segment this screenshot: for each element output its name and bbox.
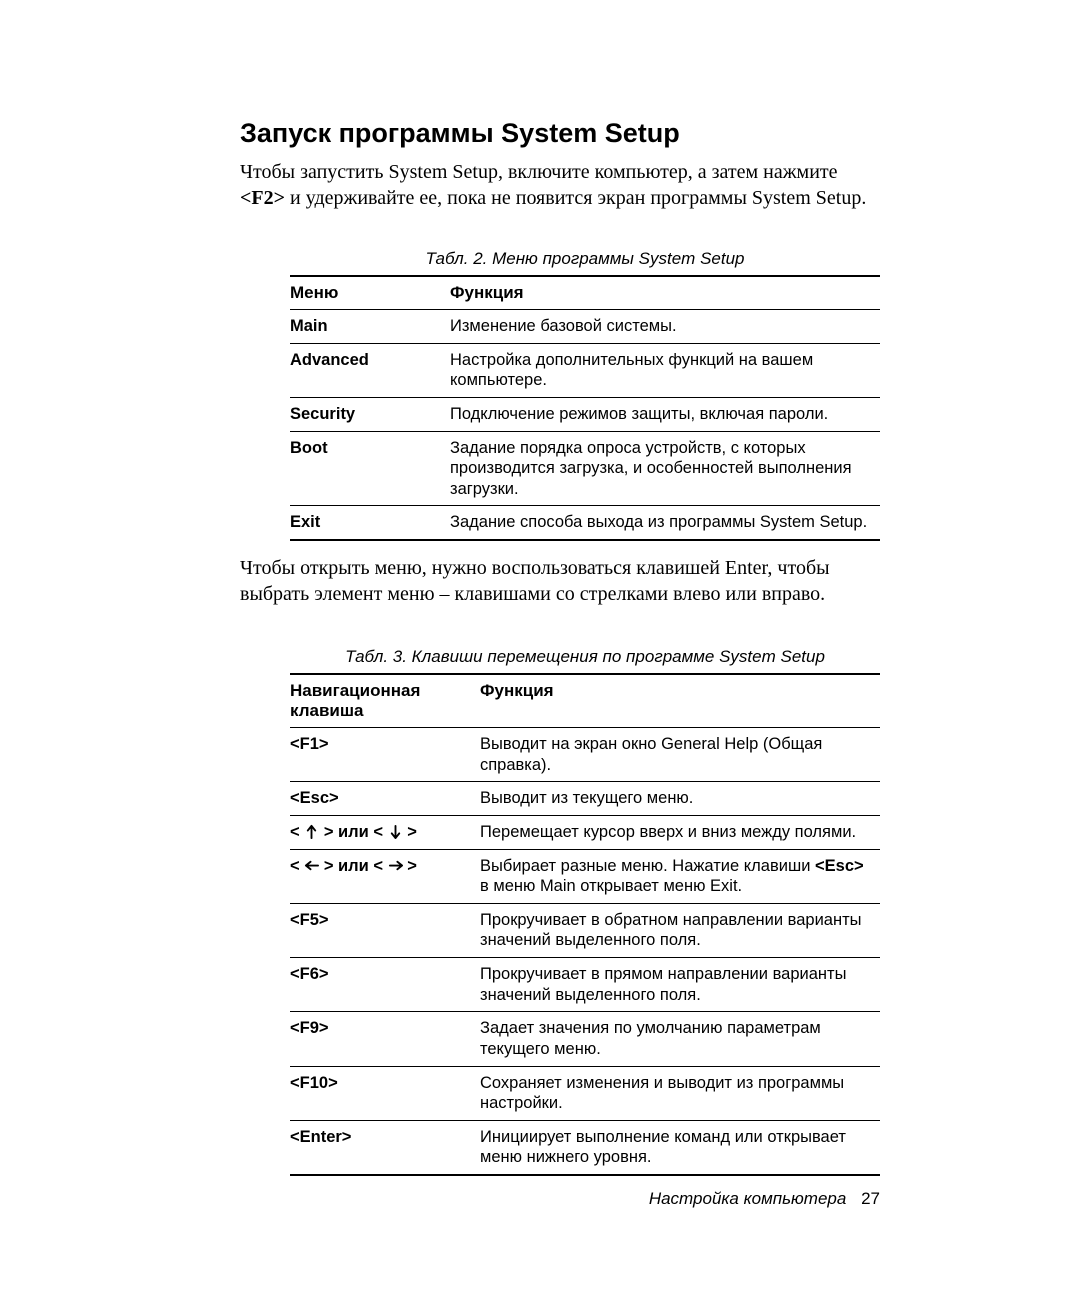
table-row: < > или < >Перемещает курсор вверх и вни…: [290, 815, 880, 849]
table1-block: Табл. 2. Меню программы System Setup Мен…: [290, 249, 880, 541]
f2-key: <F2>: [240, 187, 285, 209]
menu-function: Задание порядка опроса устройств, с кото…: [450, 431, 880, 506]
menu-name: Exit: [290, 506, 450, 540]
table1-caption: Табл. 2. Меню программы System Setup: [290, 249, 880, 269]
table1-header-menu: Меню: [290, 276, 450, 310]
table2-header-func: Функция: [480, 674, 880, 728]
nav-key: <Esc>: [290, 782, 480, 816]
menu-name: Security: [290, 397, 450, 431]
table2: Навигационная клавиша Функция <F1>Выводи…: [290, 673, 880, 1176]
table2-header-row: Навигационная клавиша Функция: [290, 674, 880, 728]
nav-function: Задает значения по умолчанию параметрам …: [480, 1012, 880, 1066]
intro-text-post: и удерживайте ее, пока не появится экран…: [285, 187, 866, 209]
nav-key: < > или < >: [290, 815, 480, 849]
nav-key: <F5>: [290, 903, 480, 957]
table-row: <F10>Сохраняет изменения и выводит из пр…: [290, 1066, 880, 1120]
nav-function: Перемещает курсор вверх и вниз между пол…: [480, 815, 880, 849]
table-row: <F9>Задает значения по умолчанию парамет…: [290, 1012, 880, 1066]
nav-key: <F6>: [290, 958, 480, 1012]
nav-key: <F1>: [290, 728, 480, 782]
table-row: AdvancedНастройка дополнительных функций…: [290, 343, 880, 397]
page-footer: Настройка компьютера 27: [649, 1189, 880, 1209]
menu-function: Изменение базовой системы.: [450, 310, 880, 344]
nav-function: Сохраняет изменения и выводит из програм…: [480, 1066, 880, 1120]
footer-page-number: 27: [861, 1189, 880, 1208]
nav-function: Прокручивает в обратном направлении вари…: [480, 903, 880, 957]
table-row: <F5>Прокручивает в обратном направлении …: [290, 903, 880, 957]
nav-function: Прокручивает в прямом направлении вариан…: [480, 958, 880, 1012]
table-row: BootЗадание порядка опроса устройств, с …: [290, 431, 880, 506]
table-row: <F6>Прокручивает в прямом направлении ва…: [290, 958, 880, 1012]
nav-key: <Enter>: [290, 1120, 480, 1175]
table2-caption: Табл. 3. Клавиши перемещения по программ…: [290, 647, 880, 667]
mid-paragraph: Чтобы открыть меню, нужно воспользоватьс…: [240, 555, 880, 607]
table-row: SecurityПодключение режимов защиты, вклю…: [290, 397, 880, 431]
table1-header-row: Меню Функция: [290, 276, 880, 310]
menu-function: Задание способа выхода из программы Syst…: [450, 506, 880, 540]
section-heading: Запуск программы System Setup: [240, 118, 880, 149]
menu-function: Настройка дополнительных функций на ваше…: [450, 343, 880, 397]
menu-name: Boot: [290, 431, 450, 506]
menu-function: Подключение режимов защиты, включая паро…: [450, 397, 880, 431]
table1-header-func: Функция: [450, 276, 880, 310]
table-row: <F1>Выводит на экран окно General Help (…: [290, 728, 880, 782]
footer-label: Настройка компьютера: [649, 1189, 847, 1208]
nav-function: Выбирает разные меню. Нажатие клавиши <E…: [480, 849, 880, 903]
nav-function: Выводит из текущего меню.: [480, 782, 880, 816]
menu-name: Main: [290, 310, 450, 344]
nav-key: <F10>: [290, 1066, 480, 1120]
nav-key: < > или < >: [290, 849, 480, 903]
table1: Меню Функция MainИзменение базовой систе…: [290, 275, 880, 541]
table-row: ExitЗадание способа выхода из программы …: [290, 506, 880, 540]
table-row: <Esc>Выводит из текущего меню.: [290, 782, 880, 816]
page: Запуск программы System Setup Чтобы запу…: [0, 0, 1080, 1309]
table-row: < > или < >Выбирает разные меню. Нажатие…: [290, 849, 880, 903]
table2-block: Табл. 3. Клавиши перемещения по программ…: [290, 647, 880, 1176]
nav-function: Выводит на экран окно General Help (Обща…: [480, 728, 880, 782]
nav-function: Инициирует выполнение команд или открыва…: [480, 1120, 880, 1175]
intro-paragraph: Чтобы запустить System Setup, включите к…: [240, 159, 880, 211]
intro-text-pre: Чтобы запустить System Setup, включите к…: [240, 161, 838, 183]
nav-key: <F9>: [290, 1012, 480, 1066]
table-row: <Enter>Инициирует выполнение команд или …: [290, 1120, 880, 1175]
table2-header-key: Навигационная клавиша: [290, 674, 480, 728]
table-row: MainИзменение базовой системы.: [290, 310, 880, 344]
menu-name: Advanced: [290, 343, 450, 397]
